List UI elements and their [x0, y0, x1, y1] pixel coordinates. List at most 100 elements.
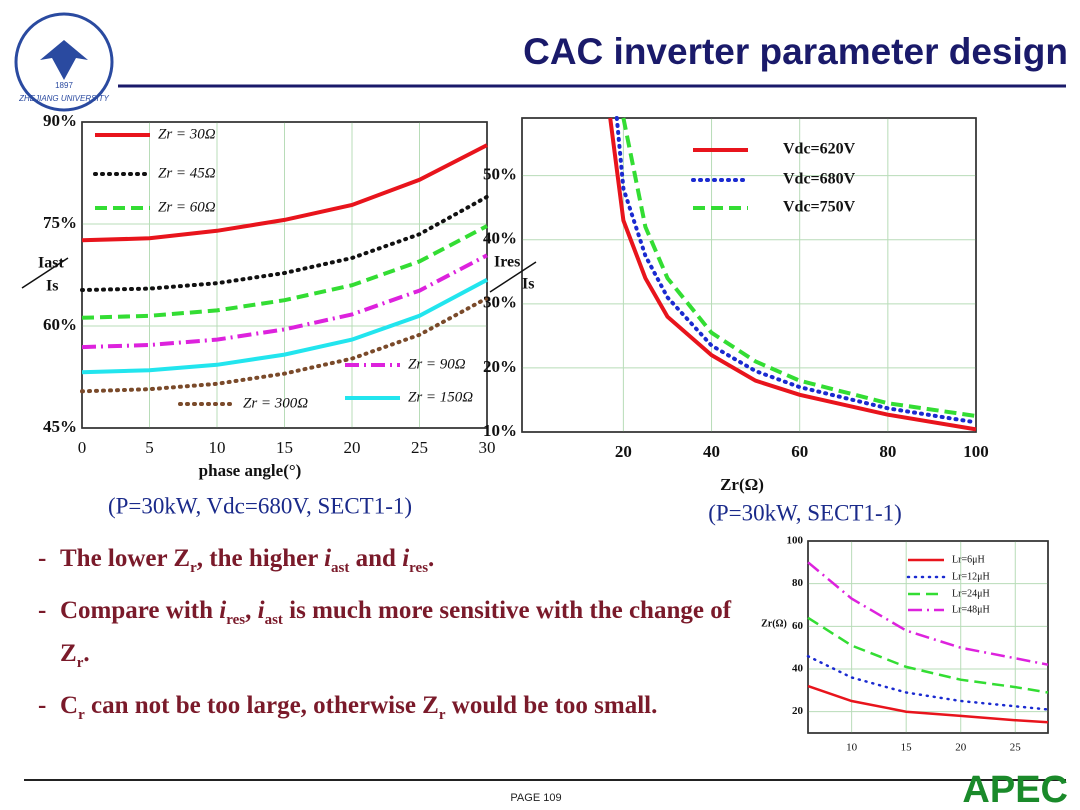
bullet-segment: r	[78, 707, 85, 723]
y-axis-label-slash	[489, 261, 537, 293]
y-tick-label: 100	[787, 535, 804, 547]
bullet-marker: -	[38, 692, 47, 719]
bullet-segment: , the higher	[196, 545, 325, 572]
y-axis-label: Zr(Ω)	[761, 618, 787, 629]
bullet-segment: r	[76, 655, 84, 671]
y-tick-label: 45%	[43, 417, 77, 436]
bullet-segment: i	[324, 545, 332, 572]
y-tick-label: 40%	[483, 229, 517, 248]
bullet-text: Cr can not be too large, otherwise Zr wo…	[60, 689, 657, 732]
bullet-segment: r	[190, 560, 197, 576]
y-tick-label: 10%	[483, 421, 517, 440]
series-line	[81, 224, 488, 320]
y-tick-label: 20%	[483, 357, 517, 376]
legend-label: Vdc=680V	[783, 171, 856, 188]
x-axis-label: phase angle(°)	[199, 461, 302, 480]
legend-label: Zr = 60Ω	[158, 199, 216, 215]
bullet-segment: Compare with	[60, 597, 220, 624]
y-tick-label: 60%	[43, 315, 77, 334]
x-tick-label: 20	[955, 742, 967, 754]
legend-label: Vdc=750V	[783, 199, 856, 216]
bullet-segment: res	[226, 612, 246, 628]
footer-logo: APEC	[962, 769, 1068, 810]
bullet-segment: ,	[245, 597, 258, 624]
x-axis-label: Zr(Ω)	[720, 475, 764, 494]
series-line	[80, 296, 489, 394]
x-tick-label: 40	[703, 442, 720, 461]
plot-frame	[521, 117, 977, 433]
series-line	[608, 117, 977, 432]
series-line	[806, 654, 1050, 711]
legend-label: Zr = 45Ω	[158, 165, 216, 181]
bullet-segment: ast	[331, 560, 350, 576]
chart-subtitle: (P=30kW, SECT1-1)	[708, 500, 902, 525]
bullet-item: - The lower Zr, the higher iast and ires.	[38, 542, 758, 585]
legend-label: Vdc=620V	[783, 141, 856, 158]
y-axis-label: Ires	[494, 254, 520, 271]
x-tick-label: 0	[78, 438, 87, 457]
plot-frame	[81, 121, 488, 429]
bullet-segment: C	[60, 692, 79, 719]
y-axis-label-slash	[21, 257, 69, 289]
series-line	[81, 143, 488, 243]
bullet-item: - Compare with ires, iast is much more se…	[38, 594, 758, 680]
x-tick-label: 100	[963, 442, 989, 461]
series-line	[81, 253, 488, 350]
logo-ring	[14, 12, 114, 112]
slide-title: CAC inverter parameter design	[523, 31, 1068, 72]
series-line	[807, 616, 1049, 694]
series-line	[80, 194, 489, 292]
bullet-segment: ast	[264, 612, 283, 628]
bullet-segment: would be too small.	[445, 692, 658, 719]
legend-label: Zr = 150Ω	[408, 389, 473, 405]
x-tick-label: 20	[615, 442, 632, 461]
bullet-segment: can not be too large, otherwise Z	[84, 692, 439, 719]
x-tick-label: 25	[411, 438, 428, 457]
bullet-segment: is much more sensitive with the change o…	[60, 597, 732, 667]
x-tick-label: 20	[344, 438, 361, 457]
bullet-segment: The lower Z	[60, 545, 191, 572]
bullet-marker: -	[38, 545, 47, 572]
logo-text: ZHEJIANG UNIVERSITY	[18, 94, 109, 103]
bullet-marker: -	[38, 597, 47, 624]
x-tick-label: 15	[901, 742, 913, 754]
y-tick-label: 50%	[483, 165, 517, 184]
bullet-list: - The lower Zr, the higher iast and ires.…	[38, 542, 758, 741]
x-tick-label: 10	[209, 438, 226, 457]
logo-year: 1897	[55, 81, 73, 90]
y-axis-label: Is	[46, 278, 58, 295]
bullet-segment: i	[219, 597, 227, 624]
x-tick-label: 30	[479, 438, 496, 457]
plot-area	[521, 117, 977, 433]
x-tick-label: 15	[276, 438, 293, 457]
x-tick-label: 5	[145, 438, 154, 457]
plot-frame	[807, 540, 1049, 734]
bullet-segment: i	[402, 545, 410, 572]
bullet-segment: r	[438, 707, 446, 723]
bullet-text: The lower Zr, the higher iast and ires.	[60, 542, 434, 585]
series-line	[81, 278, 488, 375]
page-number: PAGE 109	[510, 792, 561, 804]
legend-label: Lr=6μH	[952, 554, 985, 565]
legend-label: Zr = 300Ω	[243, 395, 308, 411]
legend-label: Lr=48μH	[952, 604, 990, 615]
x-tick-label: 25	[1010, 742, 1022, 754]
series-line	[807, 561, 1049, 666]
x-tick-label: 80	[879, 442, 896, 461]
bullet-text: Compare with ires, iast is much more sen…	[60, 594, 758, 680]
bullet-segment: i	[257, 597, 265, 624]
y-tick-label: 75%	[43, 213, 77, 232]
legend-label: Zr = 90Ω	[408, 356, 466, 372]
y-tick-label: 60	[792, 620, 804, 632]
series-line	[614, 116, 978, 425]
logo-emblem	[40, 40, 88, 80]
series-line	[621, 117, 977, 418]
x-tick-label: 60	[791, 442, 808, 461]
series-line	[807, 684, 1049, 724]
bullet-segment: .	[83, 640, 90, 667]
y-tick-label: 90%	[43, 111, 77, 130]
legend-label: Zr = 30Ω	[158, 126, 216, 142]
